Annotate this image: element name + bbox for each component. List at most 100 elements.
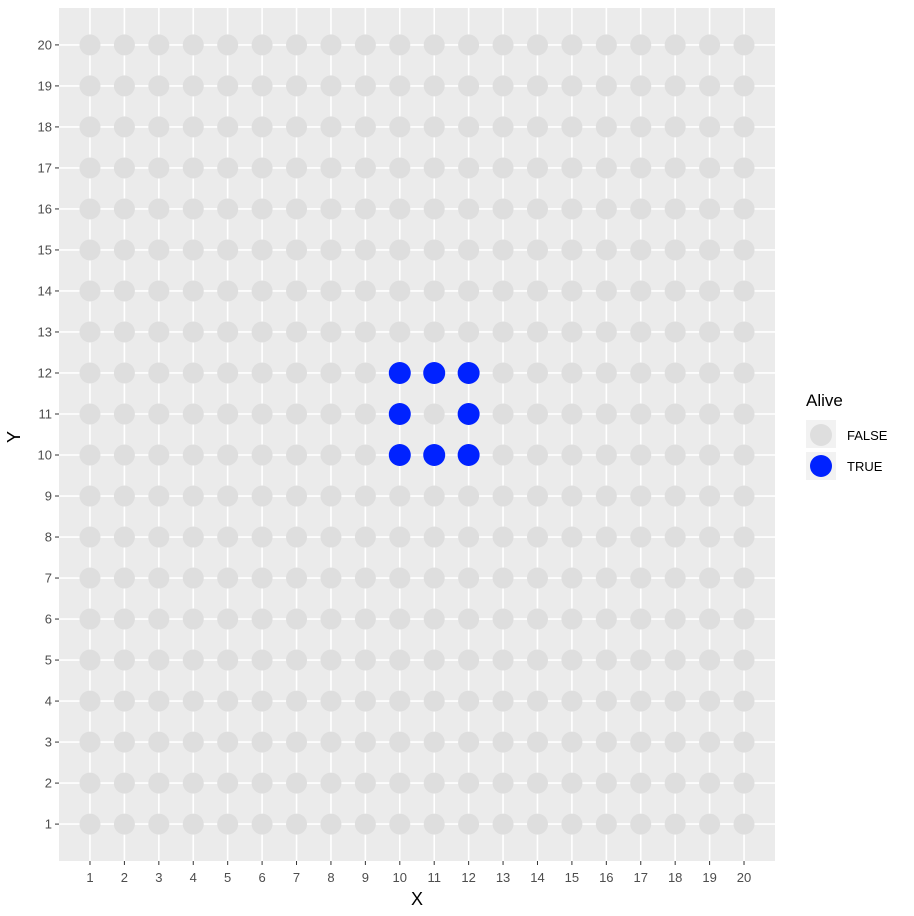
dead-point [423, 75, 445, 97]
x-tick-label-10: 10 [393, 870, 407, 885]
dead-point [595, 526, 617, 548]
dead-point [492, 116, 514, 138]
dead-point [423, 772, 445, 794]
dead-point [251, 157, 273, 179]
dead-point [664, 321, 686, 343]
dead-point [182, 198, 204, 220]
dead-point [286, 526, 308, 548]
dead-point [595, 608, 617, 630]
dead-point [630, 485, 652, 507]
dead-point [354, 690, 376, 712]
dead-point [251, 444, 273, 466]
alive-point [388, 361, 411, 384]
dead-point [113, 75, 135, 97]
dead-point [458, 485, 480, 507]
dead-point [251, 567, 273, 589]
dead-point [113, 567, 135, 589]
x-tick-label-8: 8 [327, 870, 334, 885]
dead-point [423, 321, 445, 343]
dead-point [286, 321, 308, 343]
dead-point [148, 75, 170, 97]
dead-point [664, 567, 686, 589]
dead-point [492, 239, 514, 261]
x-tick-label-19: 19 [702, 870, 716, 885]
x-tick-label-20: 20 [737, 870, 751, 885]
dead-point [630, 403, 652, 425]
dead-point [423, 731, 445, 753]
dead-point [561, 608, 583, 630]
dead-point [286, 280, 308, 302]
dead-point [595, 772, 617, 794]
legend: Alive FALSE TRUE [806, 391, 888, 480]
dead-point [389, 649, 411, 671]
dead-point [561, 321, 583, 343]
dead-point [251, 198, 273, 220]
dead-point [423, 526, 445, 548]
dead-point [630, 157, 652, 179]
dead-point [113, 731, 135, 753]
dead-point [182, 690, 204, 712]
dead-point [561, 239, 583, 261]
dead-point [595, 75, 617, 97]
dead-point [79, 567, 101, 589]
dead-point [458, 731, 480, 753]
dead-point [561, 772, 583, 794]
dead-point [526, 731, 548, 753]
dead-point [492, 813, 514, 835]
dead-point [389, 813, 411, 835]
dead-point [630, 649, 652, 671]
dead-point [389, 157, 411, 179]
dead-point [113, 772, 135, 794]
dead-point [113, 239, 135, 261]
dead-point [630, 731, 652, 753]
dead-point [182, 649, 204, 671]
dead-point [320, 34, 342, 56]
dead-point [79, 321, 101, 343]
dead-point [733, 362, 755, 384]
dead-point [492, 34, 514, 56]
dead-point [320, 731, 342, 753]
dead-point [182, 608, 204, 630]
alive-point [423, 444, 446, 467]
dead-point [699, 34, 721, 56]
plot-panel [59, 8, 775, 861]
alive-point [457, 402, 480, 425]
dead-point [79, 649, 101, 671]
dead-point [251, 362, 273, 384]
dead-point [664, 731, 686, 753]
dead-point [526, 690, 548, 712]
dead-point [251, 772, 273, 794]
x-tick-label-3: 3 [155, 870, 162, 885]
dead-point [113, 403, 135, 425]
alive-point [457, 444, 480, 467]
dead-point [354, 362, 376, 384]
dead-point [733, 157, 755, 179]
y-tick-label-3: 3 [45, 735, 52, 750]
dead-point [423, 567, 445, 589]
dead-point [630, 198, 652, 220]
dead-point [217, 731, 239, 753]
dead-point [733, 75, 755, 97]
dead-point [699, 608, 721, 630]
dead-point [251, 485, 273, 507]
dead-point [182, 157, 204, 179]
dead-point [320, 75, 342, 97]
dead-point [458, 772, 480, 794]
dead-point [699, 75, 721, 97]
dead-point [458, 321, 480, 343]
dead-point [595, 403, 617, 425]
dead-point [389, 608, 411, 630]
dead-point [699, 321, 721, 343]
dead-point [286, 731, 308, 753]
dead-point [354, 444, 376, 466]
dead-point [113, 321, 135, 343]
dead-point [561, 116, 583, 138]
dead-point [595, 116, 617, 138]
dead-point [182, 280, 204, 302]
dead-point [148, 34, 170, 56]
dead-point [113, 198, 135, 220]
dead-point [630, 813, 652, 835]
x-tick-label-4: 4 [190, 870, 197, 885]
dead-point [79, 485, 101, 507]
dead-point [389, 239, 411, 261]
